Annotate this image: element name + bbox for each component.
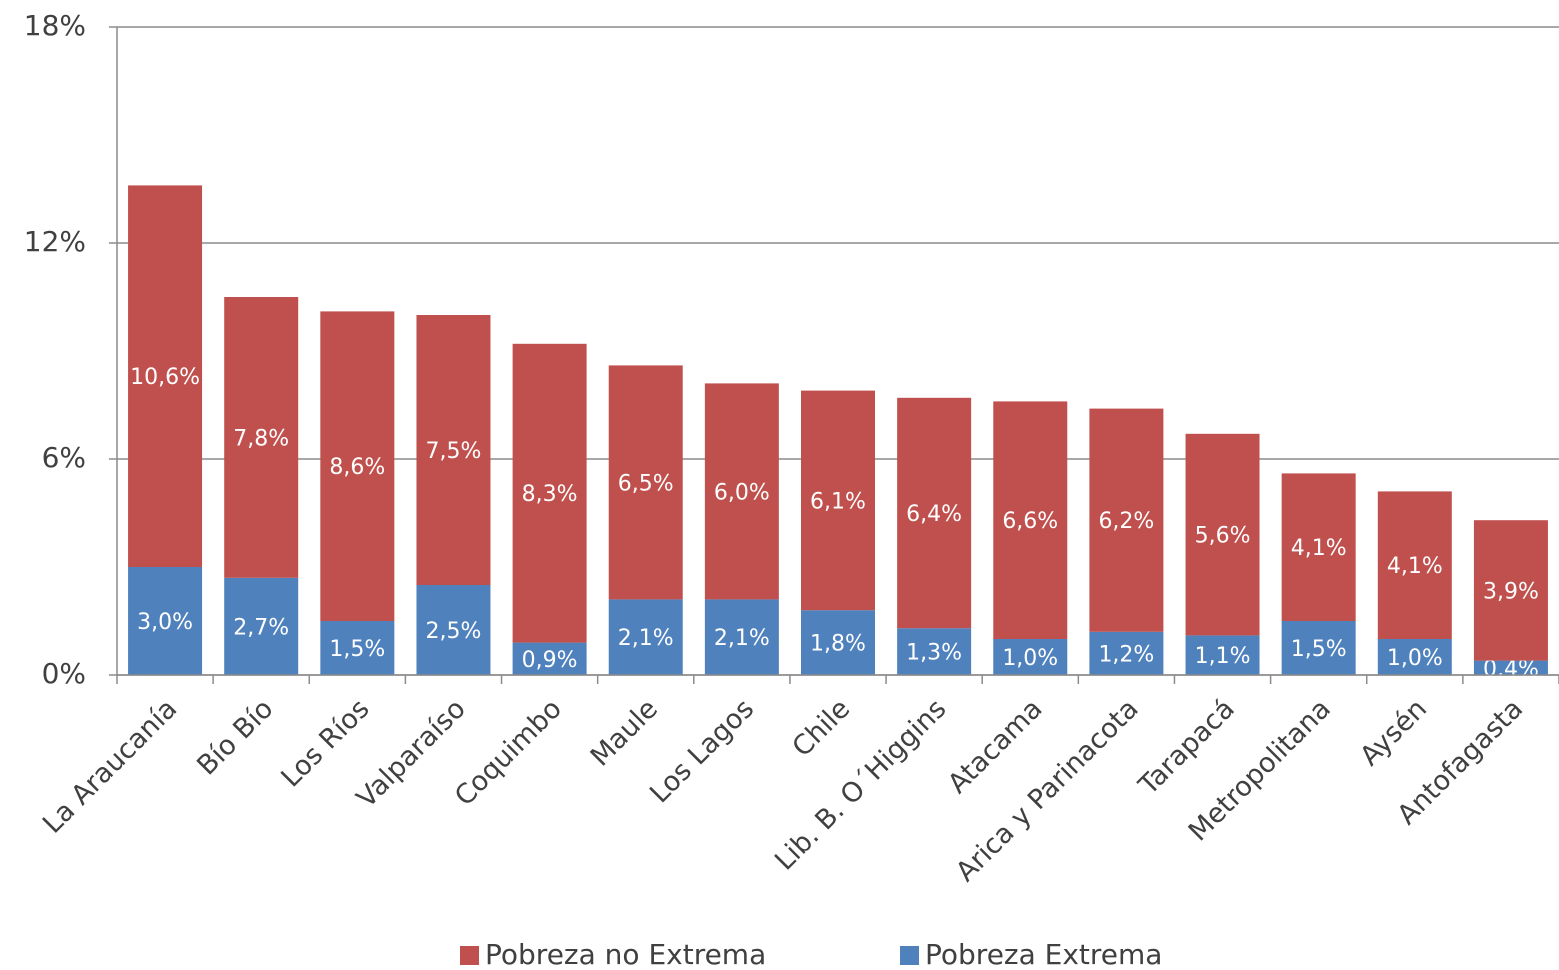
data-label: 7,5% <box>426 439 482 464</box>
bar-segment <box>704 383 779 600</box>
bar-segment <box>608 365 683 600</box>
bar-segment <box>1473 660 1548 675</box>
x-tick-label: Arica y Parinacota <box>950 693 1144 887</box>
data-label: 1,5% <box>1291 637 1347 662</box>
bar-segment <box>801 390 875 611</box>
data-label: 1,0% <box>1002 646 1058 671</box>
bar-segment <box>1089 631 1164 675</box>
bar-segment <box>128 567 203 675</box>
legend-label: Pobreza Extrema <box>925 938 1162 970</box>
data-label: 4,1% <box>1291 536 1347 561</box>
data-label: 1,0% <box>1387 646 1443 671</box>
data-label: 6,0% <box>714 480 770 505</box>
bar-segment <box>224 577 299 675</box>
x-tick-label: Chile <box>787 693 857 763</box>
data-label: 3,9% <box>1483 579 1539 604</box>
data-label: 7,8% <box>233 426 289 451</box>
bar-segment <box>512 343 587 643</box>
bar-segment <box>993 401 1068 639</box>
bar-segment <box>1185 433 1260 636</box>
bar-segment <box>897 628 972 675</box>
data-label: 8,6% <box>329 455 385 480</box>
x-tick-label: La Araucanía <box>37 693 183 839</box>
data-label: 1,3% <box>906 641 962 666</box>
data-label: 1,5% <box>329 637 385 662</box>
x-tick-label: Maule <box>585 693 664 772</box>
data-label: 2,7% <box>233 615 289 640</box>
data-label: 0,4% <box>1483 657 1539 682</box>
data-label: 2,5% <box>426 619 482 644</box>
bar-segment <box>320 621 395 675</box>
data-label: 6,1% <box>810 489 866 514</box>
bar-segment <box>416 585 491 675</box>
data-label: 4,1% <box>1387 554 1443 579</box>
x-tick-label: Lib. B. O´Higgins <box>769 693 952 876</box>
bar-segment <box>1473 520 1548 661</box>
data-label: 6,2% <box>1098 509 1154 534</box>
bar-segment <box>320 311 395 621</box>
bar-segment <box>897 397 972 629</box>
data-label: 3,0% <box>137 610 193 635</box>
data-label: 0,9% <box>522 648 578 673</box>
bar-segment <box>1185 635 1260 675</box>
data-label: 1,2% <box>1098 642 1154 667</box>
bar-segment <box>512 642 587 675</box>
data-label: 6,4% <box>906 502 962 527</box>
data-label: 8,3% <box>522 482 578 507</box>
bar-segment <box>704 599 779 675</box>
legend-swatch <box>460 946 479 965</box>
bar-segment <box>993 639 1068 675</box>
bar-segment <box>1377 491 1452 639</box>
bar-segment <box>1281 621 1356 675</box>
data-label: 2,1% <box>714 626 770 651</box>
data-label: 1,1% <box>1195 644 1251 669</box>
data-label: 6,5% <box>618 471 674 496</box>
y-tick-label: 18% <box>24 9 86 42</box>
bar-segment <box>128 185 203 567</box>
y-tick-label: 6% <box>42 441 86 474</box>
x-tick-label: Los Ríos <box>275 693 375 793</box>
y-tick-label: 0% <box>42 657 86 690</box>
bar-segment <box>1089 408 1164 632</box>
bar-segment <box>416 315 491 585</box>
x-tick-label: Los Lagos <box>644 693 760 809</box>
bar-segment <box>1377 639 1452 675</box>
data-label: 5,6% <box>1195 524 1251 549</box>
bar-segment <box>801 610 875 675</box>
data-label: 6,6% <box>1002 509 1058 534</box>
bar-segment <box>1281 473 1356 621</box>
legend-swatch <box>900 946 919 965</box>
data-label: 10,6% <box>130 365 200 390</box>
bar-segment <box>608 599 683 675</box>
data-label: 1,8% <box>810 632 866 657</box>
x-tick-label: Aysén <box>1354 693 1433 772</box>
bar-segment <box>224 297 299 578</box>
legend-label: Pobreza no Extrema <box>485 938 766 970</box>
x-tick-label: Bío Bío <box>191 693 279 781</box>
data-label: 2,1% <box>618 626 674 651</box>
y-tick-label: 12% <box>24 225 86 258</box>
